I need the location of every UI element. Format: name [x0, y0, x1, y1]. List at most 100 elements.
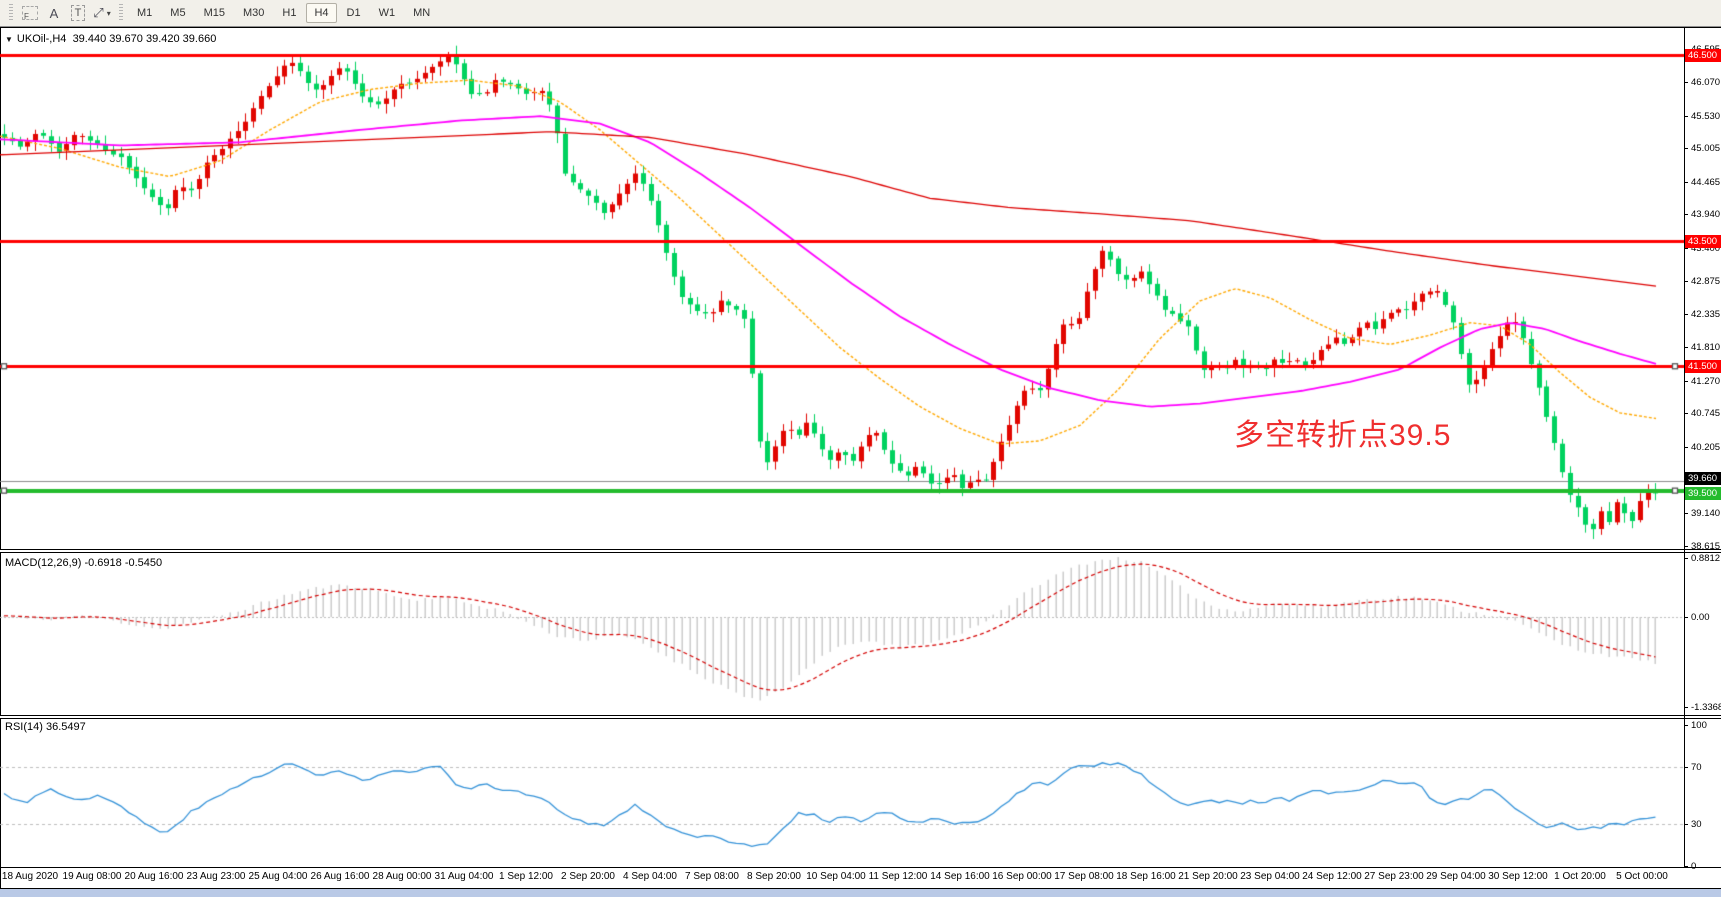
drawing-tools-group: F A T ⤢ ▾: [18, 3, 114, 24]
time-axis-label: 23 Sep 04:00: [1240, 871, 1300, 882]
time-axis-label: 24 Sep 12:00: [1302, 871, 1362, 882]
time-axis-label: 29 Sep 04:00: [1426, 871, 1486, 882]
timeframe-mn[interactable]: MN: [405, 3, 438, 23]
time-axis-label: 27 Sep 23:00: [1364, 871, 1424, 882]
time-axis-label: 28 Aug 00:00: [372, 871, 432, 882]
price-tick-dash: [1684, 281, 1688, 282]
price-tick-label: 43.940: [1691, 209, 1721, 220]
chart-ohlc-readout: 39.440 39.670 39.420 39.660: [72, 33, 217, 45]
chart-top-border: [0, 27, 1721, 28]
rsi-tick-label: 30: [1691, 819, 1702, 830]
rsi-panel-label: RSI(14) 36.5497: [5, 721, 86, 733]
time-axis-bottom-border: [0, 888, 1721, 889]
rsi-indicator-canvas[interactable]: [0, 719, 1684, 867]
rsi-tick-dash: [1684, 866, 1688, 867]
hline-price-badge: 41.500: [1685, 360, 1721, 373]
time-axis-label: 25 Aug 04:00: [248, 871, 308, 882]
chart-symbol-period: UKOil-,H4: [16, 33, 67, 45]
price-tick-label: 41.270: [1691, 376, 1721, 387]
current-price-badge: 39.660: [1685, 472, 1721, 485]
time-axis-label: 10 Sep 04:00: [806, 871, 866, 882]
price-tick-label: 45.005: [1691, 143, 1721, 154]
timeframe-toolbar-grip[interactable]: [119, 4, 123, 22]
price-tick-label: 43.400: [1691, 243, 1721, 254]
macd-tick-dash: [1684, 707, 1688, 708]
macd-tick-label: -1.3368: [1691, 702, 1721, 713]
price-tick-label: 40.745: [1691, 408, 1721, 419]
time-axis-label: 18 Sep 16:00: [1116, 871, 1176, 882]
price-tick-label: 44.465: [1691, 177, 1721, 188]
macd-rsi-divider: [0, 715, 1721, 719]
chart-window: ▼ UKOil-,H4 39.440 39.670 39.420 39.660 M…: [0, 27, 1721, 897]
price-tick-dash: [1684, 82, 1688, 83]
price-tick-label: 45.530: [1691, 111, 1721, 122]
chart-text-annotation[interactable]: 多空转折点39.5: [1234, 419, 1452, 452]
timeframe-d1[interactable]: D1: [339, 3, 369, 23]
horizontal-scrollbar[interactable]: [0, 889, 1721, 897]
time-axis-label: 4 Sep 04:00: [623, 871, 677, 882]
timeframe-h1[interactable]: H1: [274, 3, 304, 23]
price-tick-label: 41.810: [1691, 342, 1721, 353]
time-axis-label: 17 Sep 08:00: [1054, 871, 1114, 882]
price-tick-dash: [1684, 182, 1688, 183]
macd-indicator-canvas[interactable]: [0, 553, 1684, 715]
timeframe-group: M1 M5 M15 M30 H1 H4 D1 W1 MN: [128, 3, 439, 23]
chart-title[interactable]: ▼ UKOil-,H4 39.440 39.670 39.420 39.660: [5, 33, 216, 45]
timeframe-m1[interactable]: M1: [129, 3, 160, 23]
text-tool-icon[interactable]: T: [68, 3, 88, 24]
macd-tick-dash: [1684, 617, 1688, 618]
rsi-tick-dash: [1684, 767, 1688, 768]
time-axis: 18 Aug 2020 19 Aug 08:00 20 Aug 16:00 23 Au…: [0, 871, 1721, 887]
rsi-tick-label: 70: [1691, 762, 1702, 773]
timeframe-m30[interactable]: M30: [235, 3, 272, 23]
price-tick-dash: [1684, 413, 1688, 414]
rsi-bottom-border: [0, 867, 1721, 868]
arrows-icon[interactable]: ⤢ ▾: [93, 5, 111, 20]
price-tick-dash: [1684, 381, 1688, 382]
macd-tick-dash: [1684, 558, 1688, 559]
timeframe-h4[interactable]: H4: [306, 3, 337, 23]
hline-price-badge: 43.500: [1685, 235, 1721, 248]
timeframe-w1[interactable]: W1: [371, 3, 404, 23]
time-axis-label: 23 Aug 23:00: [186, 871, 246, 882]
price-tick-label: 38.615: [1691, 541, 1721, 552]
time-axis-label: 31 Aug 04:00: [434, 871, 494, 882]
price-tick-dash: [1684, 546, 1688, 547]
time-axis-label: 1 Sep 12:00: [499, 871, 553, 882]
time-axis-label: 7 Sep 08:00: [685, 871, 739, 882]
text-label-icon[interactable]: A: [49, 5, 59, 21]
rsi-tick-label: 100: [1691, 720, 1707, 731]
time-axis-label: 8 Sep 20:00: [747, 871, 801, 882]
macd-tick-label: 0.8812: [1691, 553, 1721, 564]
price-tick-label: 42.875: [1691, 276, 1721, 287]
time-axis-label: 21 Sep 20:00: [1178, 871, 1238, 882]
macd-panel-label: MACD(12,26,9) -0.6918 -0.5450: [5, 557, 163, 569]
timeframe-m15[interactable]: M15: [196, 3, 233, 23]
chart-dropdown-caret[interactable]: ▼: [5, 35, 13, 44]
price-tick-label: 46.070: [1691, 77, 1721, 88]
price-chart-canvas[interactable]: [0, 28, 1684, 549]
price-tick-dash: [1684, 347, 1688, 348]
price-tick-dash: [1684, 314, 1688, 315]
price-tick-dash: [1684, 447, 1688, 448]
time-axis-label: 26 Aug 16:00: [310, 871, 370, 882]
frame-f-icon[interactable]: F: [20, 3, 40, 24]
price-tick-dash: [1684, 116, 1688, 117]
time-axis-label: 18 Aug 2020: [1, 871, 59, 882]
price-tick-dash: [1684, 148, 1688, 149]
time-axis-label: 20 Aug 16:00: [124, 871, 184, 882]
price-tick-label: 42.335: [1691, 309, 1721, 320]
arrows-icon-caret[interactable]: ▾: [106, 8, 111, 18]
rsi-tick-dash: [1684, 824, 1688, 825]
toolbar-grip[interactable]: [9, 4, 13, 22]
timeframe-m5[interactable]: M5: [162, 3, 193, 23]
main-macd-divider: [0, 549, 1721, 553]
time-axis-label: 16 Sep 00:00: [992, 871, 1052, 882]
time-axis-label: 14 Sep 16:00: [930, 871, 990, 882]
price-tick-label: 39.140: [1691, 508, 1721, 519]
price-tick-dash: [1684, 248, 1688, 249]
time-axis-label: 1 Oct 20:00: [1554, 871, 1606, 882]
time-axis-label: 2 Sep 20:00: [561, 871, 615, 882]
rsi-tick-dash: [1684, 725, 1688, 726]
price-tick-dash: [1684, 214, 1688, 215]
